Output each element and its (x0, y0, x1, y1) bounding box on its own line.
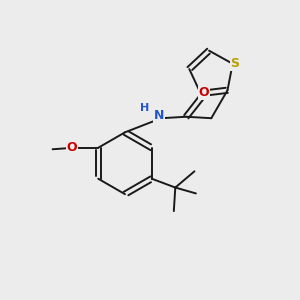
Text: S: S (230, 57, 239, 70)
Text: O: O (66, 141, 77, 154)
Text: O: O (199, 86, 209, 99)
Text: H: H (140, 103, 150, 113)
Text: N: N (154, 110, 164, 122)
